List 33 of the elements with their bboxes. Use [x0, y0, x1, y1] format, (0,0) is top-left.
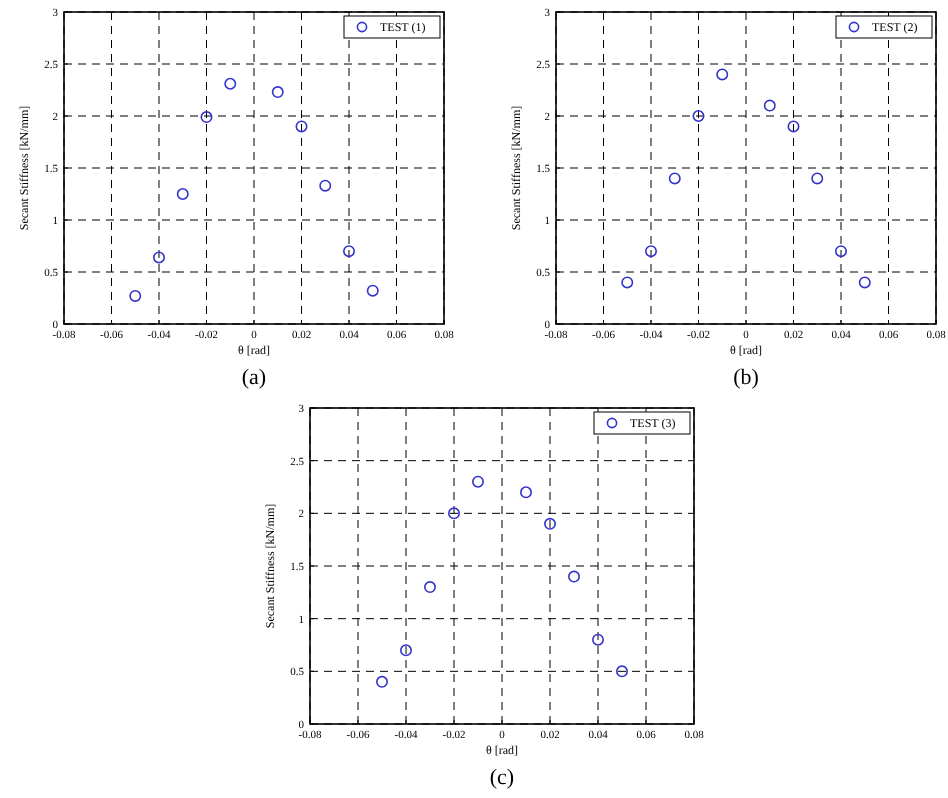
point: [472, 475, 484, 488]
point: [343, 245, 355, 258]
point: [400, 644, 412, 657]
point: [176, 188, 189, 200]
point: [376, 675, 388, 688]
point: [763, 99, 776, 112]
point: [668, 172, 681, 185]
point: [129, 289, 142, 302]
point: [520, 486, 532, 499]
point: [200, 111, 213, 124]
text: (a): [241, 366, 267, 390]
point: [787, 120, 800, 133]
point: [448, 507, 460, 520]
text: (c): [489, 766, 515, 790]
point: [592, 633, 604, 646]
point: [716, 68, 729, 81]
point: [544, 517, 556, 530]
point: [319, 179, 332, 192]
point: [858, 276, 871, 289]
point: [271, 86, 284, 99]
point: [153, 251, 165, 264]
text: (b): [733, 366, 760, 390]
point: [224, 77, 237, 90]
point: [835, 245, 847, 258]
point: [645, 245, 657, 258]
point: [568, 570, 580, 583]
point: [366, 284, 379, 297]
point: [295, 120, 308, 133]
point: [424, 581, 436, 594]
point: [621, 276, 634, 289]
point: [616, 665, 628, 678]
point: [692, 110, 705, 122]
point: [811, 172, 824, 185]
